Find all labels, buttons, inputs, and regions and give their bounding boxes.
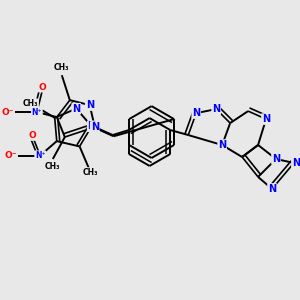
Text: O: O [28,131,36,140]
Text: N: N [272,154,280,164]
Text: N: N [292,158,300,168]
Text: N: N [72,103,80,114]
Text: O⁻: O⁻ [4,151,16,160]
Text: N: N [88,121,96,131]
Text: N⁺: N⁺ [32,108,42,117]
Text: N⁺: N⁺ [35,151,45,160]
Text: N: N [212,104,220,114]
Text: CH₃: CH₃ [45,162,61,171]
Text: N: N [218,140,226,150]
Text: O⁻: O⁻ [2,108,14,117]
Text: CH₃: CH₃ [83,168,98,177]
Text: N: N [91,122,99,132]
Text: N: N [262,114,270,124]
Text: CH₃: CH₃ [23,99,38,108]
Text: CH₃: CH₃ [54,63,70,72]
Text: O: O [38,83,46,92]
Text: N: N [86,100,94,110]
Text: N: N [192,108,200,118]
Text: N: N [268,184,276,194]
